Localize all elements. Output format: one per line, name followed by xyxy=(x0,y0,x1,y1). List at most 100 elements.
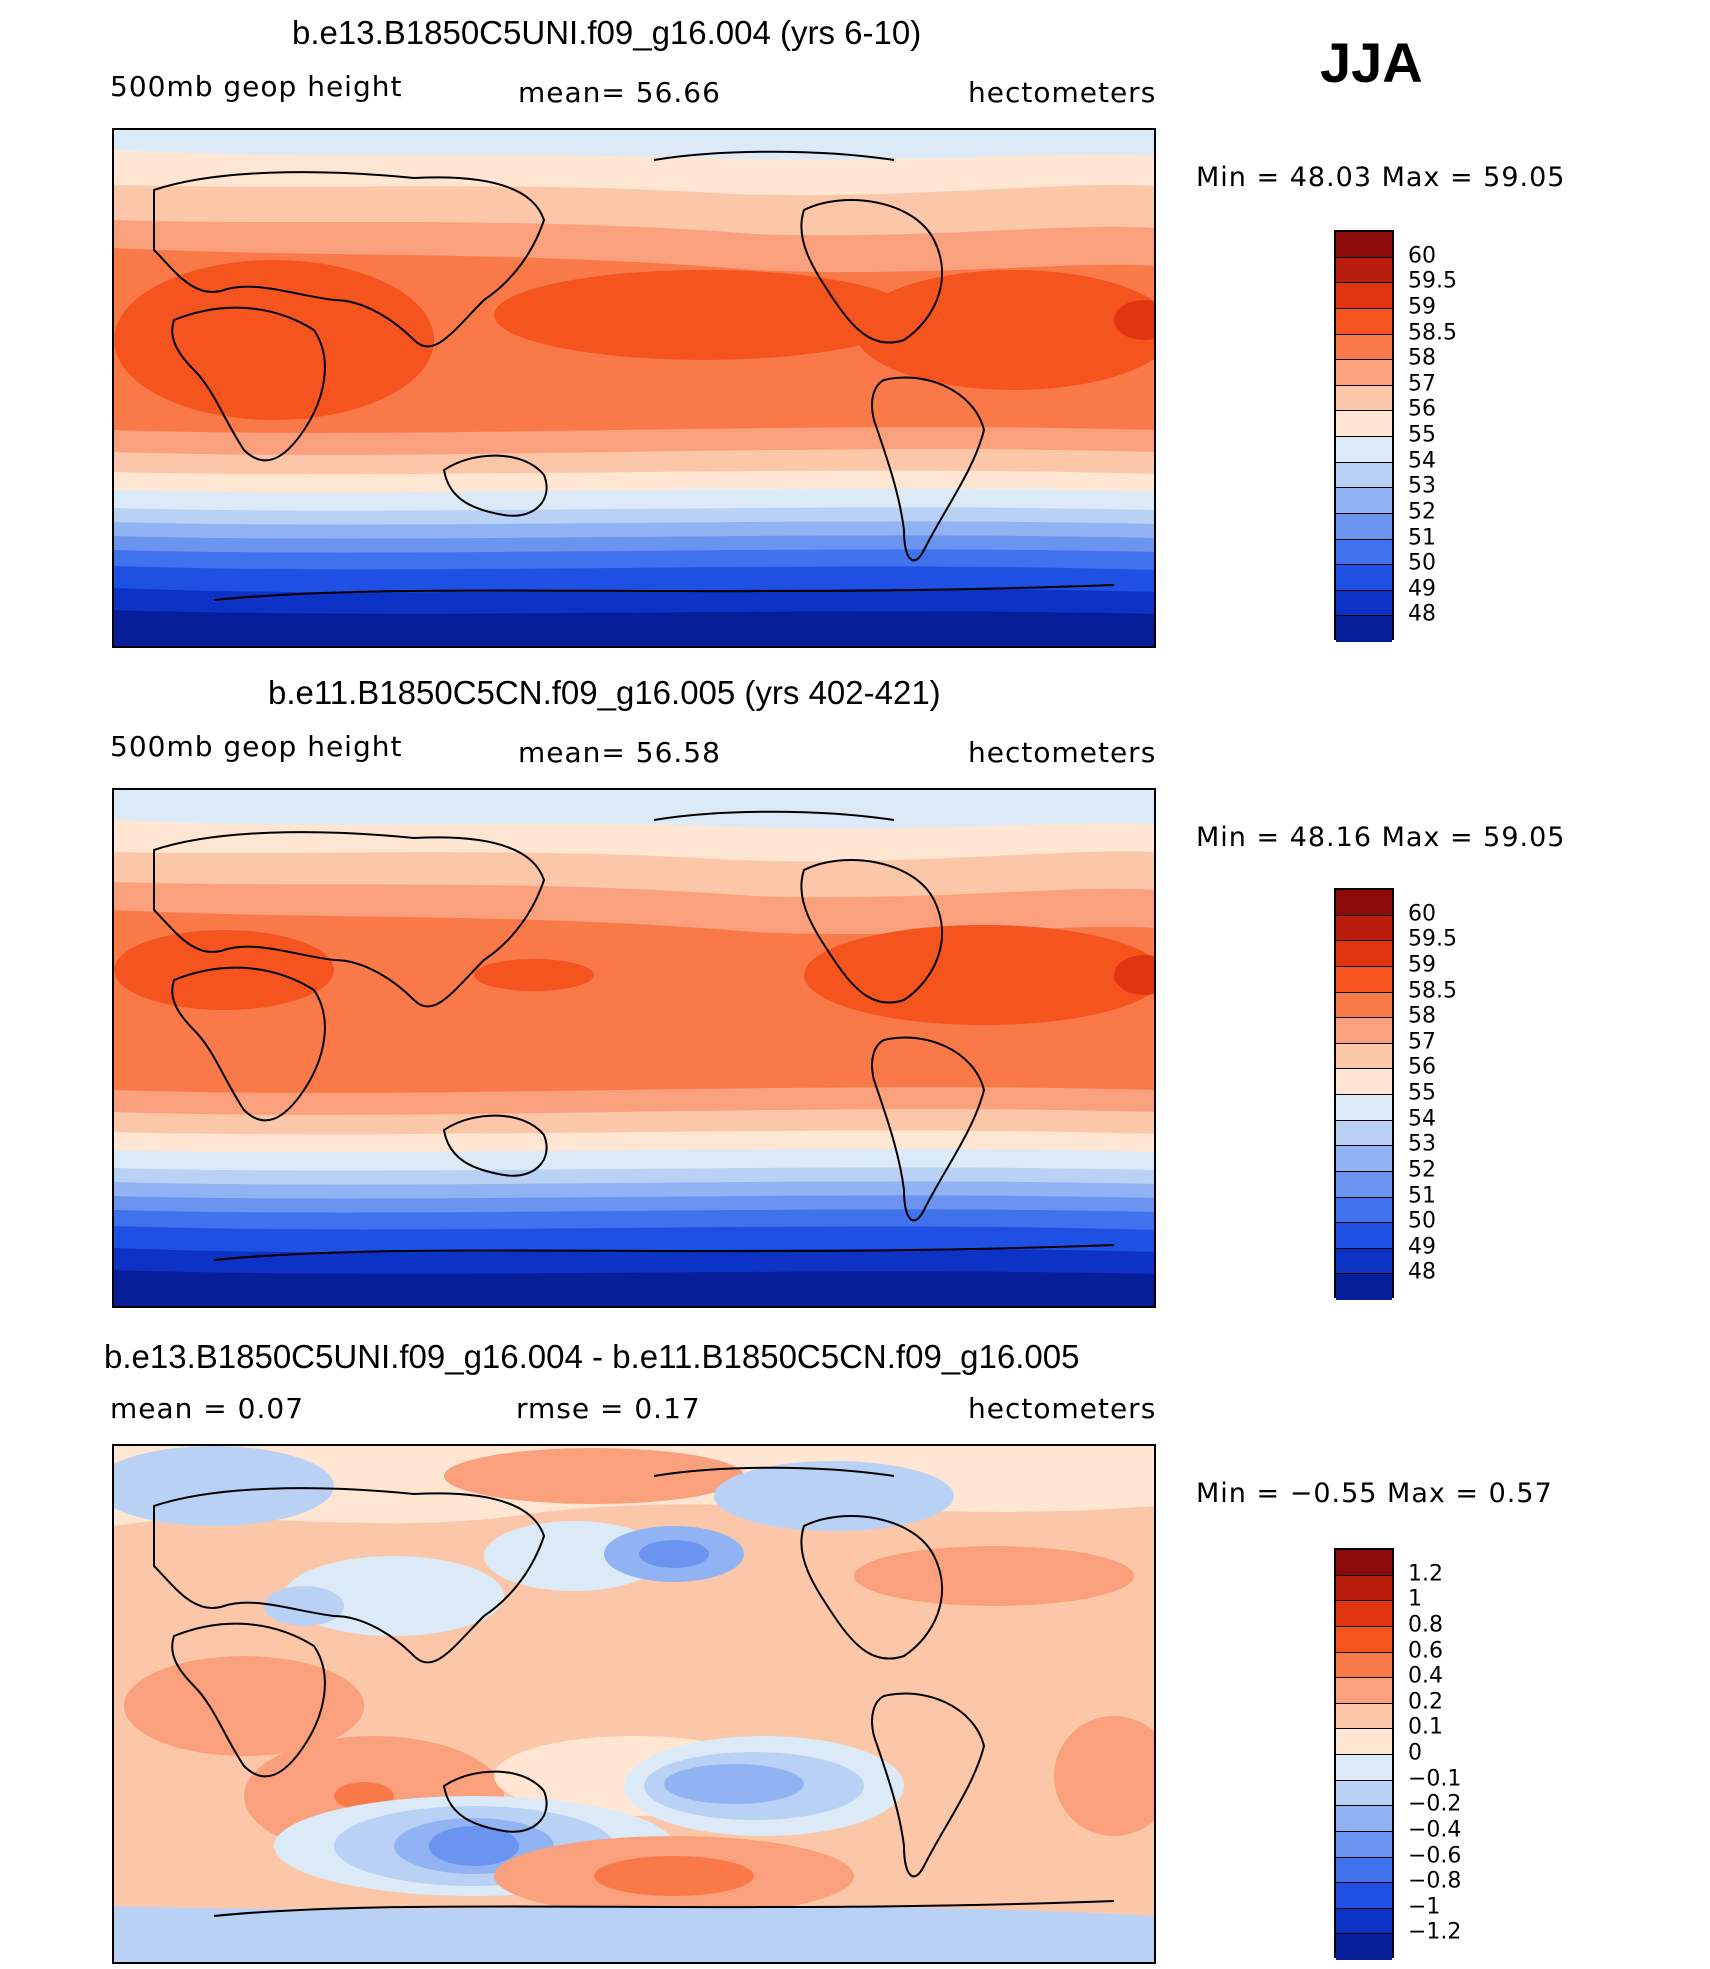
panel1-colorbar-swatches xyxy=(1336,232,1392,642)
colorbar-label: 59.5 xyxy=(1408,926,1457,952)
colorbar-swatch xyxy=(1336,1550,1392,1576)
panel3-colorbar xyxy=(1334,1548,1394,1960)
colorbar-swatch xyxy=(1336,1575,1392,1602)
colorbar-swatch xyxy=(1336,890,1392,916)
panel1-title: b.e13.B1850C5UNI.f09_g16.004 (yrs 6-10) xyxy=(292,14,922,51)
colorbar-label: 0.4 xyxy=(1408,1663,1443,1689)
colorbar-swatch xyxy=(1336,1626,1392,1653)
colorbar-label: 48 xyxy=(1408,601,1436,627)
colorbar-label: 50 xyxy=(1408,550,1436,576)
colorbar-label: −1.2 xyxy=(1408,1919,1462,1945)
panel3-rmse-label: rmse = 0.17 xyxy=(516,1392,701,1425)
panel2-units-label: hectometers xyxy=(968,736,1157,769)
colorbar-swatch xyxy=(1336,1831,1392,1858)
colorbar-swatch xyxy=(1336,513,1392,540)
colorbar-swatch xyxy=(1336,992,1392,1019)
colorbar-swatch xyxy=(1336,1197,1392,1224)
colorbar-swatch xyxy=(1336,1908,1392,1935)
colorbar-label: 0.1 xyxy=(1408,1714,1443,1740)
colorbar-label: 59 xyxy=(1408,294,1436,320)
colorbar-label: 1.2 xyxy=(1408,1561,1443,1587)
panel3-map-field xyxy=(114,1446,1154,1962)
panel3-colorbar-labels: 1.2 1 0.8 0.6 0.4 0.2 0.1 0 −0.1 −0.2 −0.4 −0.6 −0.8… xyxy=(1408,1548,1528,1958)
colorbar-swatch xyxy=(1336,1274,1392,1300)
colorbar-label: 49 xyxy=(1408,1234,1436,1260)
colorbar-label: 51 xyxy=(1408,525,1436,550)
colorbar-swatch xyxy=(1336,1806,1392,1832)
colorbar-swatch xyxy=(1336,462,1392,489)
colorbar-swatch xyxy=(1336,1729,1392,1755)
colorbar-label: 58 xyxy=(1408,1003,1436,1029)
colorbar-swatch xyxy=(1336,1095,1392,1121)
colorbar-label: 56 xyxy=(1408,396,1436,422)
colorbar-swatch xyxy=(1336,1120,1392,1147)
colorbar-label: 0.6 xyxy=(1408,1638,1443,1663)
colorbar-label: 53 xyxy=(1408,1131,1436,1157)
panel2-variable-label: 500mb geop height xyxy=(110,730,403,763)
colorbar-label: 1 xyxy=(1408,1586,1422,1612)
colorbar-swatch xyxy=(1336,334,1392,361)
colorbar-swatch xyxy=(1336,1678,1392,1704)
colorbar-swatch xyxy=(1336,590,1392,617)
panel1-colorbar xyxy=(1334,230,1394,642)
panel3-colorbar-swatches xyxy=(1336,1550,1392,1960)
colorbar-swatch xyxy=(1336,1934,1392,1960)
colorbar-label: 48 xyxy=(1408,1259,1436,1285)
colorbar-swatch xyxy=(1336,941,1392,967)
colorbar-swatch xyxy=(1336,437,1392,463)
colorbar-swatch xyxy=(1336,1043,1392,1070)
colorbar-swatch xyxy=(1336,308,1392,335)
colorbar-swatch xyxy=(1336,1780,1392,1807)
panel1-minmax: Min = 48.03 Max = 59.05 xyxy=(1196,162,1566,193)
colorbar-swatch xyxy=(1336,488,1392,514)
colorbar-label: 58 xyxy=(1408,345,1436,371)
colorbar-swatch xyxy=(1336,1146,1392,1172)
colorbar-label: 52 xyxy=(1408,1157,1436,1183)
panel2-mean-label: mean= 56.58 xyxy=(518,736,721,769)
colorbar-label: −0.4 xyxy=(1408,1817,1462,1843)
colorbar-swatch xyxy=(1336,1857,1392,1884)
colorbar-swatch xyxy=(1336,966,1392,993)
colorbar-label: 59.5 xyxy=(1408,268,1457,294)
panel3-map xyxy=(112,1444,1156,1964)
colorbar-label: 60 xyxy=(1408,901,1436,927)
colorbar-label: 59 xyxy=(1408,952,1436,978)
panel2-map-field xyxy=(114,790,1154,1306)
colorbar-label: 58.5 xyxy=(1408,978,1457,1003)
colorbar-swatch xyxy=(1336,1069,1392,1095)
colorbar-label: 55 xyxy=(1408,422,1436,448)
colorbar-swatch xyxy=(1336,1652,1392,1679)
panel2-colorbar xyxy=(1334,888,1394,1300)
panel1-mean-label: mean= 56.66 xyxy=(518,76,721,109)
colorbar-label: −0.8 xyxy=(1408,1868,1462,1894)
season-label: JJA xyxy=(1320,31,1423,94)
colorbar-swatch xyxy=(1336,1601,1392,1627)
panel2-minmax: Min = 48.16 Max = 59.05 xyxy=(1196,822,1566,853)
colorbar-label: 0 xyxy=(1408,1740,1422,1766)
colorbar-label: 58.5 xyxy=(1408,320,1457,345)
colorbar-swatch xyxy=(1336,283,1392,309)
panel3-minmax: Min = −0.55 Max = 0.57 xyxy=(1196,1478,1553,1509)
colorbar-swatch xyxy=(1336,385,1392,412)
colorbar-swatch xyxy=(1336,1883,1392,1909)
colorbar-swatch xyxy=(1336,232,1392,258)
colorbar-label: 57 xyxy=(1408,1029,1436,1055)
panel2-title: b.e11.B1850C5CN.f09_g16.005 (yrs 402-421… xyxy=(268,674,941,711)
panel3-title: b.e13.B1850C5UNI.f09_g16.004 - b.e11.B18… xyxy=(104,1338,1080,1375)
panel1-units-label: hectometers xyxy=(968,76,1157,109)
panel2-colorbar-labels: 60 59.5 59 58.5 58 57 56 55 54 53 52 51 50 49 48 xyxy=(1408,888,1528,1298)
panel2-map xyxy=(112,788,1156,1308)
colorbar-label: 0.2 xyxy=(1408,1689,1443,1715)
panel1-variable-label: 500mb geop height xyxy=(110,70,403,103)
colorbar-label: −0.2 xyxy=(1408,1791,1462,1817)
panel1-colorbar-labels: 60 59.5 59 58.5 58 57 56 55 54 53 52 51 50 49 48 xyxy=(1408,230,1528,640)
panel3-mean-label: mean = 0.07 xyxy=(110,1392,305,1425)
colorbar-label: −0.1 xyxy=(1408,1766,1462,1792)
colorbar-swatch xyxy=(1336,1223,1392,1249)
colorbar-label: 56 xyxy=(1408,1054,1436,1080)
colorbar-swatch xyxy=(1336,539,1392,566)
colorbar-swatch xyxy=(1336,1703,1392,1730)
colorbar-label: −0.6 xyxy=(1408,1843,1462,1868)
colorbar-label: 49 xyxy=(1408,576,1436,602)
panel2-colorbar-swatches xyxy=(1336,890,1392,1300)
